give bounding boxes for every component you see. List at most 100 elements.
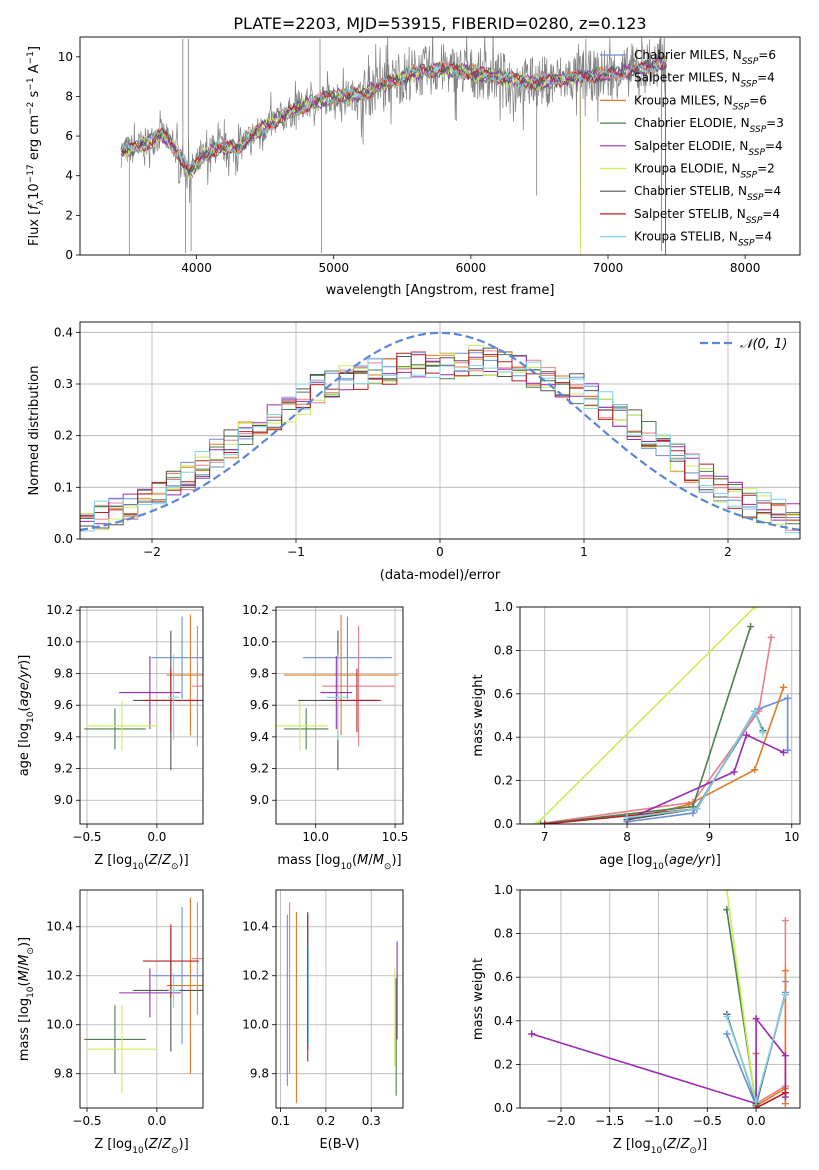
label-part: Chabrier MILES, N: [634, 48, 742, 62]
y-tick-label: 1.0: [494, 600, 513, 614]
label-part: )]: [17, 937, 32, 947]
x-axis-label: wavelength [Angstrom, rest frame]: [326, 283, 555, 298]
label-part: age [log: [599, 853, 652, 868]
axes-frame: [79, 321, 801, 540]
y-tick-label: 10.2: [242, 603, 269, 617]
label-part: 10: [341, 862, 353, 872]
y-axis-label: mass [log10(M/M⊙)]: [17, 937, 36, 1061]
legend-entry: Chabrier STELIB, NSSP=4: [634, 184, 781, 203]
axes-frame: [275, 606, 404, 825]
x-tick-label: −0.5: [72, 830, 101, 844]
label-part: Chabrier STELIB, N: [634, 184, 747, 198]
label-part: SSP: [747, 193, 764, 203]
y-axis-label: mass weight: [471, 958, 486, 1040]
y-tick-label: 10.4: [242, 920, 269, 934]
x-tick-label: −0.5: [693, 1114, 722, 1128]
weight-marker: [537, 820, 545, 824]
x-tick-label: 9: [706, 830, 714, 844]
weight-marker: [780, 683, 788, 691]
label-part: 10: [26, 986, 36, 998]
spectrum-panel: [76, 56, 746, 259]
label-part: )]: [697, 1137, 707, 1152]
label-part: −2: [26, 102, 36, 115]
y-tick-label: 1.0: [494, 883, 513, 897]
label-part: f: [27, 203, 42, 210]
label-part: −1: [26, 77, 36, 90]
x-tick-label: 7: [541, 830, 549, 844]
label-part: SSP: [746, 216, 763, 226]
x-axis-label: E(B-V): [319, 1137, 359, 1152]
y-tick-label: 9.4: [250, 730, 269, 744]
residual-histogram-kroupa-stelib: [80, 357, 800, 539]
y-tick-label: 9.4: [54, 730, 73, 744]
label-part: −17: [26, 164, 36, 183]
weight-marker: [623, 813, 631, 821]
y-axis-label: Normed distribution: [27, 366, 42, 496]
axes-frame: [519, 889, 801, 1109]
label-part: =4: [757, 71, 775, 85]
x-tick-label: 10: [784, 830, 799, 844]
axes-frame: [519, 606, 801, 825]
label-part: Flux [: [27, 210, 42, 246]
legend-entry: Kroupa ELODIE, NSSP=2: [634, 162, 775, 181]
label-part: /: [158, 853, 163, 868]
weight-marker: [781, 1100, 789, 1108]
legend-entry: Chabrier ELODIE, NSSP=3: [634, 116, 784, 135]
label-part: 10: [651, 1146, 663, 1156]
legend-entry: Salpeter STELIB, NSSP=4: [634, 207, 780, 226]
label-part: =2: [757, 162, 775, 176]
x-tick-label: −0.5: [72, 1114, 101, 1128]
y-tick-label: 9.0: [54, 793, 73, 807]
y-tick-label: 9.2: [250, 762, 269, 776]
y-tick-label: 0.0: [54, 532, 73, 546]
label-part: (: [17, 981, 32, 986]
label-part: )]: [179, 853, 189, 868]
weight-marker: [723, 1030, 731, 1038]
label-part: /: [17, 965, 32, 970]
label-part: Salpeter ELODIE, N: [634, 139, 748, 153]
y-tick-label: 9.8: [54, 667, 73, 681]
weight-marker: [730, 768, 738, 776]
weight-line-kroupa-stelib: [627, 709, 764, 819]
label-part: M: [373, 853, 384, 868]
label-part: )]: [17, 655, 32, 665]
x-axis-label: mass [log10(M/M⊙)]: [277, 853, 401, 872]
label-part: =6: [749, 93, 767, 107]
label-part: Z [log: [613, 1137, 651, 1152]
axes-frame: [79, 36, 801, 256]
axes-frame: [275, 889, 404, 1109]
y-axis-label: Flux [fλ10−17 erg cm−2 s−1 A−1]: [26, 46, 46, 246]
label-part: (: [144, 1137, 149, 1152]
label-part: SSP: [750, 125, 767, 135]
label-part: /: [158, 1137, 163, 1152]
label-part: M: [357, 853, 368, 868]
axes-frame: [79, 889, 204, 1109]
legend-entry: Salpeter MILES, NSSP=4: [634, 71, 775, 90]
label-part: =4: [764, 184, 782, 198]
mass_vs_ebv-plot-area: [286, 902, 398, 1104]
legend-entry: Kroupa STELIB, NSSP=4: [634, 230, 772, 249]
x-tick-label: −2: [143, 545, 161, 559]
y-tick-label: 0.4: [494, 730, 513, 744]
legend-entry: Salpeter ELODIE, NSSP=4: [634, 139, 783, 158]
model-spectrum-kroupa-elodie: [120, 62, 582, 255]
legend-entry: Chabrier MILES, NSSP=6: [634, 48, 776, 67]
y-axis-label: mass weight: [471, 674, 486, 756]
label-part: ⊙: [384, 862, 392, 872]
label-part: 10: [26, 711, 36, 723]
label-part: (: [17, 707, 32, 712]
y-tick-label: 2: [65, 208, 73, 222]
y-tick-label: 0.2: [494, 774, 513, 788]
age_vs_Z-plot-area: [84, 614, 203, 771]
weight-marker: [742, 731, 750, 739]
label-part: Z: [148, 853, 159, 868]
y-tick-label: 0.6: [494, 687, 513, 701]
x-tick-label: 7000: [593, 261, 624, 275]
x-tick-label: 0.1: [271, 1114, 290, 1128]
weight-marker: [752, 1104, 760, 1108]
y-tick-label: 10.0: [46, 635, 73, 649]
x-tick-label: 8000: [730, 261, 761, 275]
y-tick-label: 9.0: [250, 793, 269, 807]
label-part: 10: [652, 862, 664, 872]
